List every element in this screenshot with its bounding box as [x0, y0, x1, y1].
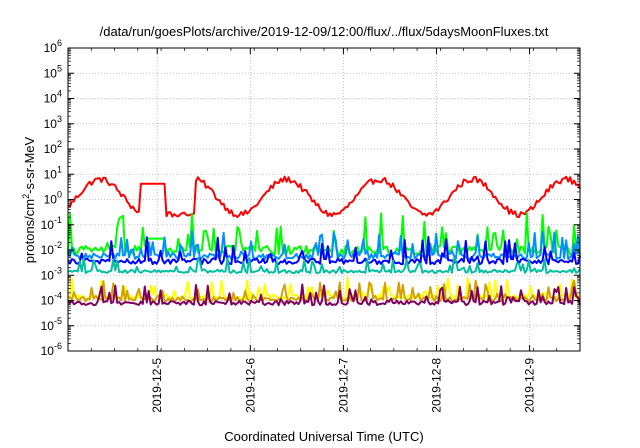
- y-axis-label-main: protons/cm: [22, 199, 37, 263]
- y-tick-label: 102: [44, 139, 62, 156]
- x-tick-label: 2019-12-6: [243, 358, 257, 413]
- y-tick-base: 10: [41, 319, 55, 333]
- y-tick-base: 10: [41, 218, 55, 232]
- y-tick-exponent: 6: [57, 38, 62, 48]
- y-tick-exponent: -4: [54, 291, 62, 301]
- y-tick-base: 10: [44, 66, 58, 80]
- x-tick-label: 2019-12-8: [429, 358, 443, 413]
- y-tick-exponent: 3: [57, 114, 62, 124]
- chart-title: /data/run/goesPlots/archive/2019-12-09/1…: [100, 24, 549, 39]
- series-line-5: [67, 256, 581, 274]
- y-tick-exponent: -6: [54, 341, 62, 351]
- y-tick-label: 104: [44, 89, 62, 106]
- y-tick-exponent: 5: [57, 63, 62, 73]
- y-tick-base: 10: [44, 117, 58, 131]
- y-axis-label-rest: -s-sr-MeV: [22, 136, 37, 193]
- y-tick-label: 101: [44, 164, 62, 181]
- y-tick-label: 100: [44, 190, 62, 207]
- y-tick-base: 10: [44, 193, 58, 207]
- y-tick-exponent: -3: [54, 265, 62, 275]
- x-axis: 2019-12-5 2019-12-6 2019-12-7 2019-12-8 2019…: [67, 48, 581, 413]
- y-tick-exponent: -2: [54, 240, 62, 250]
- y-tick-label: 10-1: [41, 215, 62, 232]
- y-tick-label: 10-4: [41, 291, 62, 308]
- y-tick-base: 10: [41, 268, 55, 282]
- series-line-1: [67, 175, 581, 219]
- y-tick-base: 10: [44, 92, 58, 106]
- y-tick-label: 10-5: [41, 316, 62, 333]
- series-line-8: [67, 283, 581, 307]
- y-tick-base: 10: [41, 243, 55, 257]
- series-line-4: [67, 236, 581, 266]
- y-tick-base: 10: [44, 142, 58, 156]
- y-tick-exponent: 2: [57, 139, 62, 149]
- series-group: [67, 175, 581, 307]
- y-tick-exponent: 4: [57, 89, 62, 99]
- y-tick-base: 10: [41, 344, 55, 358]
- y-tick-exponent: 1: [57, 164, 62, 174]
- y-tick-label: 103: [44, 114, 62, 131]
- y-tick-exponent: 0: [57, 190, 62, 200]
- y-axis-label: protons/cm2-s-sr-MeV: [21, 136, 37, 263]
- y-axis: 10-610-510-410-310-210-11001011021031041…: [41, 38, 580, 358]
- y-tick-exponent: -5: [54, 316, 62, 326]
- y-tick-base: 10: [44, 167, 58, 181]
- y-tick-label: 10-6: [41, 341, 62, 358]
- y-tick-label: 10-2: [41, 240, 62, 257]
- x-tick-label: 2019-12-7: [336, 358, 350, 413]
- x-tick-label: 2019-12-5: [150, 358, 164, 413]
- y-tick-base: 10: [41, 294, 55, 308]
- y-tick-label: 105: [44, 63, 62, 80]
- y-tick-base: 10: [44, 41, 58, 55]
- x-axis-label: Coordinated Universal Time (UTC): [224, 429, 423, 444]
- y-tick-label: 106: [44, 38, 62, 55]
- series-line-6: [67, 276, 581, 300]
- y-tick-label: 10-3: [41, 265, 62, 282]
- y-tick-exponent: -1: [54, 215, 62, 225]
- x-tick-label: 2019-12-9: [523, 358, 537, 413]
- y-axis-label-sup: 2: [21, 194, 31, 199]
